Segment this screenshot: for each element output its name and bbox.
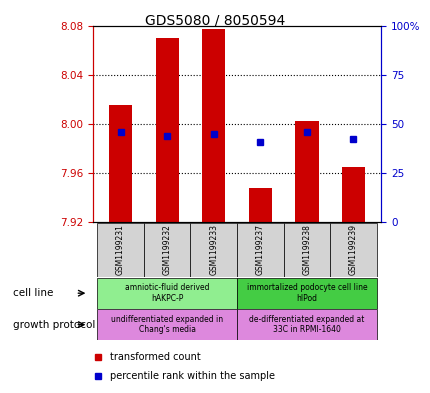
Bar bbox=[248, 187, 271, 222]
Text: transformed count: transformed count bbox=[110, 351, 200, 362]
Text: GSM1199237: GSM1199237 bbox=[255, 224, 264, 275]
Text: GSM1199239: GSM1199239 bbox=[348, 224, 357, 275]
FancyBboxPatch shape bbox=[97, 278, 237, 309]
FancyBboxPatch shape bbox=[237, 278, 376, 309]
Text: GDS5080 / 8050594: GDS5080 / 8050594 bbox=[145, 14, 285, 28]
Text: percentile rank within the sample: percentile rank within the sample bbox=[110, 371, 274, 382]
FancyBboxPatch shape bbox=[237, 223, 283, 277]
FancyBboxPatch shape bbox=[97, 223, 144, 277]
Text: amniotic-fluid derived
hAKPC-P: amniotic-fluid derived hAKPC-P bbox=[125, 283, 209, 303]
Bar bbox=[295, 121, 318, 222]
Text: undifferentiated expanded in
Chang's media: undifferentiated expanded in Chang's med… bbox=[111, 315, 223, 334]
FancyBboxPatch shape bbox=[190, 223, 237, 277]
Text: GSM1199238: GSM1199238 bbox=[302, 224, 311, 275]
Text: cell line: cell line bbox=[13, 288, 53, 298]
Text: immortalized podocyte cell line
hIPod: immortalized podocyte cell line hIPod bbox=[246, 283, 366, 303]
Text: growth protocol: growth protocol bbox=[13, 320, 95, 330]
Text: GSM1199231: GSM1199231 bbox=[116, 224, 125, 275]
FancyBboxPatch shape bbox=[237, 309, 376, 340]
FancyBboxPatch shape bbox=[144, 223, 190, 277]
FancyBboxPatch shape bbox=[97, 309, 237, 340]
Text: GSM1199232: GSM1199232 bbox=[162, 224, 171, 275]
Bar bbox=[341, 167, 364, 222]
Bar bbox=[155, 38, 178, 222]
Bar bbox=[109, 105, 132, 222]
Text: de-differentiated expanded at
33C in RPMI-1640: de-differentiated expanded at 33C in RPM… bbox=[249, 315, 364, 334]
FancyBboxPatch shape bbox=[283, 223, 329, 277]
FancyBboxPatch shape bbox=[329, 223, 376, 277]
Bar bbox=[202, 29, 225, 222]
Text: GSM1199233: GSM1199233 bbox=[209, 224, 218, 275]
